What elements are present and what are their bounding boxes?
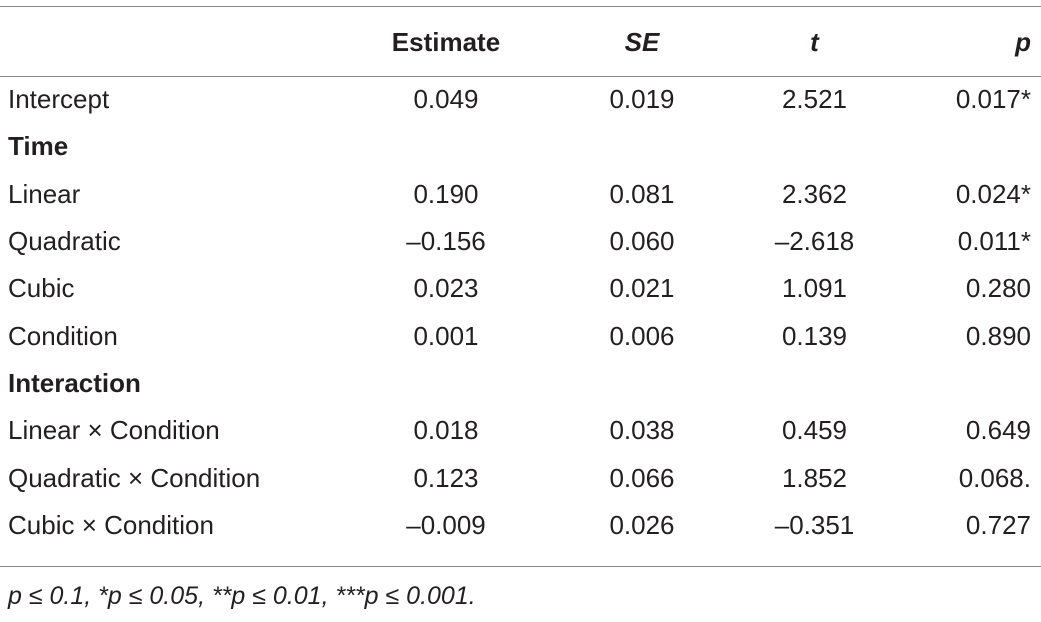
header-t: t — [810, 26, 819, 57]
table-row: Cubic 0.023 0.021 1.091 0.280 — [0, 265, 1041, 312]
cell-p: 0.649 — [965, 415, 1031, 446]
cell-p: 0.280 — [965, 273, 1031, 304]
cell-p: 0.011* — [957, 226, 1031, 257]
cell-se: 0.006 — [609, 320, 675, 351]
cell-estimate: 0.001 — [413, 320, 479, 351]
row-label: Condition — [8, 320, 118, 351]
cell-p: 0.727 — [965, 509, 1031, 540]
cell-t: 2.362 — [781, 178, 848, 209]
section-row: Time — [0, 123, 1041, 170]
cell-t: –2.618 — [774, 226, 855, 257]
cell-estimate: 0.018 — [413, 415, 479, 446]
cell-estimate: –0.156 — [406, 226, 486, 257]
row-label: Quadratic × Condition — [8, 462, 261, 493]
cell-se: 0.060 — [609, 226, 675, 257]
header-p: p — [1015, 26, 1031, 57]
cell-p: 0.017* — [955, 84, 1031, 115]
table-header-row: Estimate SE t p — [0, 0, 1041, 76]
cell-t: 1.091 — [781, 273, 848, 304]
header-se: SE — [624, 26, 660, 57]
table-row: Quadratic × Condition 0.123 0.066 1.852 0.06… — [0, 454, 1041, 501]
cell-p: 0.890 — [965, 320, 1031, 351]
cell-estimate: 0.023 — [413, 273, 479, 304]
table-row: Intercept 0.049 0.019 2.521 0.017* — [0, 76, 1041, 123]
table-header-rule — [0, 76, 1041, 77]
cell-p: 0.068. — [958, 462, 1031, 493]
header-estimate: Estimate — [391, 26, 501, 57]
table-row: Cubic × Condition –0.009 0.026 –0.351 0.727 — [0, 502, 1041, 549]
cell-estimate: 0.049 — [413, 84, 479, 115]
section-label: Time — [8, 131, 69, 162]
table-footnote: p ≤ 0.1, *p ≤ 0.05, **p ≤ 0.01, ***p ≤ 0… — [8, 582, 476, 610]
row-label: Linear × Condition — [8, 415, 220, 446]
cell-se: 0.019 — [609, 84, 675, 115]
row-label: Linear — [8, 178, 81, 209]
table-row: Linear × Condition 0.018 0.038 0.459 0.649 — [0, 407, 1041, 454]
cell-p: 0.024* — [955, 178, 1031, 209]
cell-t: 0.139 — [781, 320, 848, 351]
cell-se: 0.081 — [609, 178, 675, 209]
cell-t: 0.459 — [781, 415, 848, 446]
cell-t: 1.852 — [781, 462, 848, 493]
table-row: Quadratic –0.156 0.060 –2.618 0.011* — [0, 218, 1041, 265]
cell-estimate: 0.190 — [413, 178, 479, 209]
header-term — [0, 0, 325, 76]
table-body: Intercept 0.049 0.019 2.521 0.017* Time Linear… — [0, 76, 1041, 549]
row-label: Cubic × Condition — [8, 509, 214, 540]
cell-t: –0.351 — [774, 509, 855, 540]
section-label: Interaction — [8, 367, 141, 398]
table-top-rule — [0, 6, 1041, 7]
table-row: Condition 0.001 0.006 0.139 0.890 — [0, 312, 1041, 359]
cell-se: 0.066 — [609, 462, 675, 493]
section-row: Interaction — [0, 360, 1041, 407]
cell-se: 0.026 — [609, 509, 675, 540]
cell-se: 0.038 — [609, 415, 675, 446]
cell-estimate: –0.009 — [406, 509, 486, 540]
row-label: Cubic — [8, 273, 75, 304]
cell-se: 0.021 — [609, 273, 675, 304]
row-label: Intercept — [8, 84, 110, 115]
table-row: Linear 0.190 0.081 2.362 0.024* — [0, 171, 1041, 218]
table-bottom-rule — [0, 566, 1041, 567]
cell-t: 2.521 — [781, 84, 848, 115]
row-label: Quadratic — [8, 226, 121, 257]
regression-table: Estimate SE t p Intercept 0.049 0.019 2.521… — [0, 0, 1041, 549]
cell-estimate: 0.123 — [413, 462, 479, 493]
